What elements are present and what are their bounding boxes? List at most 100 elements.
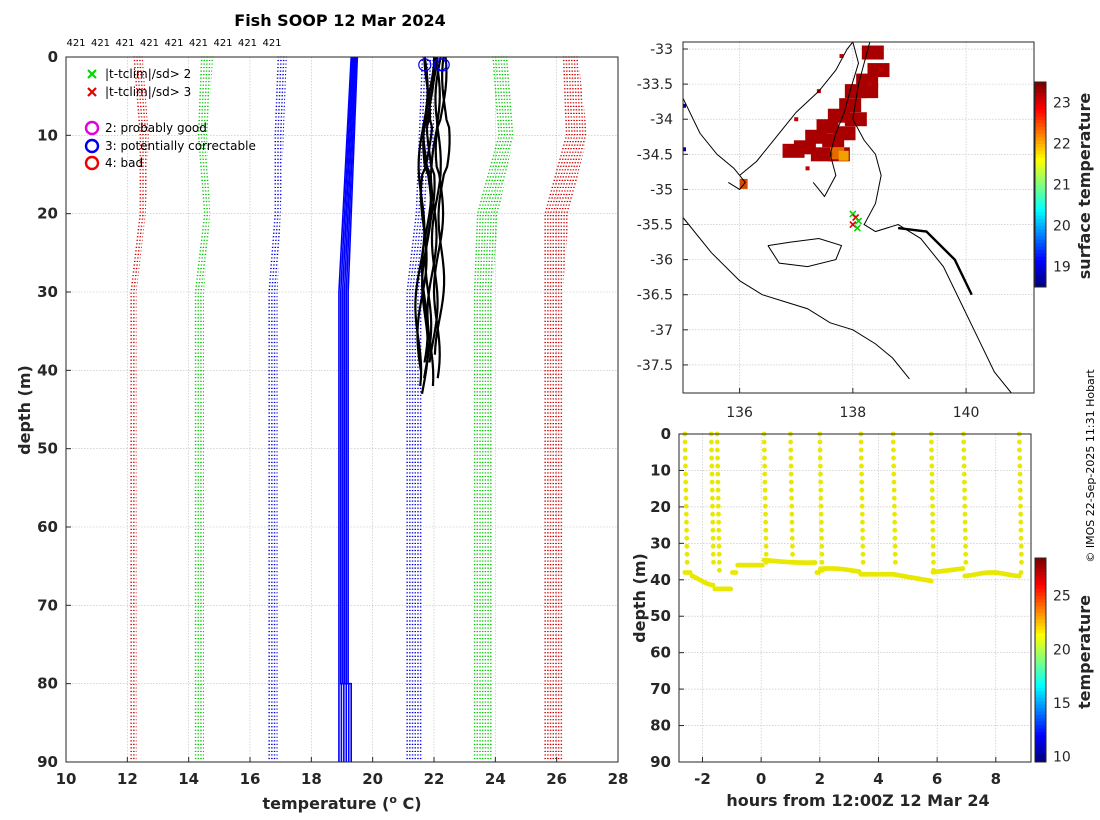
dt-colorbar-tick: 10 [1053, 750, 1071, 766]
depth-sample-point [859, 487, 865, 493]
sst-pixel [810, 147, 833, 162]
colorbar-cell [1035, 266, 1046, 271]
depth-sample-point [818, 471, 823, 477]
top-label: 421 [189, 38, 208, 49]
flag-circle [433, 58, 447, 72]
depth-sample-point [930, 551, 936, 557]
colorbar-cell [1035, 581, 1046, 586]
depth-sample-point [715, 463, 721, 469]
coastline [682, 97, 746, 191]
colorbar-cell [1035, 666, 1046, 671]
depth-sample-point [716, 559, 722, 565]
colorbar-cell [1035, 249, 1046, 254]
depth-sample-point [762, 487, 768, 493]
colorbar-cell [1035, 256, 1046, 261]
depth-sample-point [716, 543, 722, 549]
depth-sample-point [929, 495, 935, 501]
chart-title: Fish SOOP 12 Mar 2024 [234, 11, 445, 30]
depth-sample-point [891, 487, 897, 493]
x-tick-label: 24 [485, 770, 506, 788]
colorbar-cell [1035, 232, 1046, 237]
depth-sample-point [818, 479, 824, 485]
map-y-tick-label: -35.5 [637, 218, 673, 234]
colorbar-cell [1035, 126, 1046, 131]
sst-point [879, 68, 884, 73]
depth-sample-point [818, 487, 824, 493]
colorbar-cell [1035, 687, 1046, 692]
depth-sample-point [892, 527, 898, 533]
depth-sample-point [683, 503, 689, 509]
colorbar-cell [1035, 609, 1046, 613]
depth-sample-point [710, 511, 716, 517]
depth-sample-point [859, 479, 865, 485]
colorbar-cell [1035, 649, 1046, 654]
colorbar-cell [1035, 636, 1046, 641]
depth-sample-point [859, 511, 865, 517]
top-label: 421 [91, 38, 110, 49]
colorbar-cell [1035, 88, 1046, 93]
depth-sample-point [819, 535, 824, 541]
colorbar-cell [1035, 697, 1046, 702]
depth-sample-point [1017, 455, 1023, 461]
depth-sample-point [892, 535, 898, 541]
depth-sample-point [858, 455, 864, 461]
depth-sample-point [762, 495, 768, 501]
sst-pixel [833, 126, 856, 141]
colorbar-cell [1035, 177, 1046, 182]
dt-x-tick-label: -2 [694, 770, 711, 788]
colorbar-cell [1035, 670, 1046, 675]
map-x-tick-label: 140 [953, 405, 980, 421]
depth-sample-point [715, 495, 721, 501]
depth-sample-point [1018, 535, 1024, 541]
flag-circle [418, 58, 432, 72]
depth-sample-point [683, 511, 689, 517]
colorbar-cell [1035, 714, 1046, 719]
depth-sample-point [716, 527, 722, 533]
depth-sample-point [711, 559, 716, 565]
depth-sample-point [1017, 487, 1023, 493]
colorbar-cell [1035, 619, 1046, 624]
depth-sample-point [1018, 543, 1024, 549]
depth-sample-point [684, 527, 689, 533]
coastline [739, 41, 854, 176]
depth-sample-point [1017, 447, 1022, 453]
x-tick-label: 18 [301, 770, 322, 788]
colorbar-cell [1035, 578, 1046, 583]
depth-sample-point [715, 471, 721, 477]
depth-sample-point [962, 495, 968, 501]
colorbar-cell [1035, 283, 1046, 288]
colorbar-cell [1035, 280, 1046, 285]
coastline [812, 41, 860, 198]
colorbar-cell [1035, 728, 1046, 732]
depth-sample-point [1017, 495, 1023, 501]
depth-sample-point [716, 535, 722, 541]
depth-sample-point [929, 439, 934, 445]
depth-sample-point [684, 519, 689, 525]
colorbar-cell [1035, 751, 1046, 756]
depth-sample-point [1018, 570, 1024, 575]
depth-sample-point [710, 527, 716, 533]
colorbar-cell [1035, 690, 1046, 695]
depth-sample-point [682, 447, 688, 453]
depth-sample-point [962, 503, 968, 509]
depth-sample-point [812, 560, 818, 565]
clim-envelope-clim-3sd-red- [130, 56, 149, 760]
colorbar-cell [1035, 721, 1046, 726]
colorbar-cell [1035, 146, 1046, 151]
depth-sample-point [860, 519, 865, 525]
map-y-tick-label: -37 [650, 323, 673, 339]
ship-track [897, 226, 973, 296]
depth-sample-point [788, 471, 794, 477]
climatology-mean-line [345, 56, 357, 762]
colorbar-cell [1035, 133, 1046, 138]
map-x-tick-label: 136 [726, 405, 753, 421]
colorbar-cell [1035, 211, 1046, 216]
x-tick-label: 28 [608, 770, 629, 788]
depth-sample-point [715, 479, 721, 485]
depth-sample-point [930, 511, 936, 517]
legend-label: 2: probably good [105, 121, 207, 135]
depth-sample-point [715, 503, 721, 509]
map-y-tick-label: -33 [650, 42, 673, 58]
dt-y-tick-label: 60 [650, 644, 671, 662]
depth-sample-point [890, 439, 896, 445]
